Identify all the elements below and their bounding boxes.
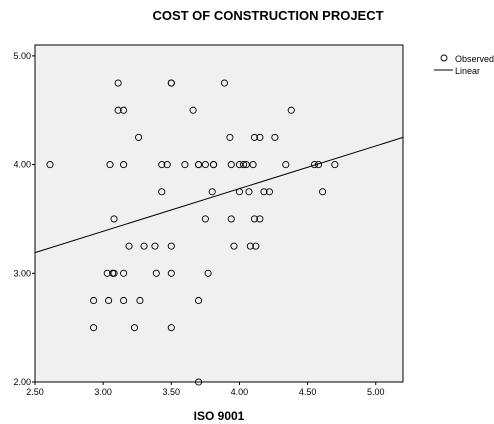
data-point: [250, 133, 258, 141]
x-axis-title: ISO 9001: [194, 409, 245, 423]
data-point: [220, 79, 229, 87]
data-point: [195, 296, 203, 305]
legend-observed-label: Observed: [455, 54, 494, 64]
data-point: [282, 161, 290, 169]
legend-observed-marker: [440, 54, 448, 62]
data-point: [110, 269, 118, 277]
y-tick-label: 3.00: [13, 268, 31, 278]
data-point: [239, 161, 248, 169]
data-point: [130, 324, 139, 332]
data-point: [250, 215, 258, 223]
data-point: [90, 296, 98, 305]
data-point: [201, 215, 209, 223]
data-point: [201, 161, 209, 169]
plot-area: [34, 44, 404, 383]
regression-line: [34, 136, 404, 254]
chart-title: COST OF CONSTRUCTION PROJECT: [152, 8, 383, 23]
data-point: [136, 296, 144, 305]
data-point: [245, 188, 253, 196]
data-point: [230, 242, 238, 250]
regression-line-group: [34, 136, 404, 254]
y-tick-label: 2.00: [13, 377, 31, 387]
data-point: [314, 161, 323, 169]
data-point: [90, 324, 98, 332]
data-point: [106, 161, 114, 169]
y-tick-label: 5.00: [13, 51, 31, 61]
data-point: [114, 79, 122, 87]
data-point: [158, 188, 166, 196]
data-point: [158, 161, 166, 169]
data-point: [265, 188, 273, 196]
data-point: [167, 242, 175, 250]
data-point: [167, 79, 175, 87]
data-point: [319, 188, 327, 196]
data-point: [226, 133, 234, 141]
data-point: [46, 161, 54, 169]
data-point: [152, 269, 160, 277]
y-axis: 2.00 3.00 4.00 5.00: [13, 51, 35, 387]
x-tick-label: 2.50: [26, 387, 44, 397]
data-point: [331, 161, 339, 169]
data-point: [125, 242, 133, 250]
x-axis: 2.50 3.00 3.50 4.00 4.50 5.00: [26, 382, 385, 397]
data-point: [256, 215, 264, 223]
data-point: [195, 161, 203, 169]
data-point: [252, 242, 260, 250]
x-tick-label: 3.50: [163, 387, 181, 397]
data-point: [227, 161, 235, 169]
data-points-group: [46, 79, 339, 386]
data-point: [204, 269, 212, 277]
data-point: [103, 269, 111, 277]
data-point: [163, 161, 171, 169]
data-point: [181, 161, 189, 169]
x-tick-label: 5.00: [367, 387, 385, 397]
data-point: [120, 161, 128, 169]
data-point: [140, 242, 148, 250]
data-point: [246, 242, 254, 250]
data-point: [105, 296, 113, 305]
data-point: [235, 188, 243, 196]
y-tick-label: 4.00: [13, 160, 31, 170]
data-point: [110, 215, 118, 223]
data-point: [227, 215, 235, 223]
data-point: [249, 161, 257, 169]
data-point: [271, 133, 279, 141]
data-point: [135, 133, 143, 141]
x-tick-label: 4.50: [299, 387, 317, 397]
data-point: [120, 106, 128, 114]
data-point: [151, 242, 159, 250]
data-point: [208, 188, 216, 196]
data-point: [287, 106, 295, 114]
data-point: [120, 269, 128, 277]
legend-linear-label: Linear: [455, 66, 480, 76]
data-point: [235, 161, 243, 169]
data-point: [189, 106, 197, 114]
data-point: [242, 161, 250, 169]
data-point: [209, 161, 218, 169]
data-point: [310, 161, 318, 169]
data-point: [167, 324, 175, 332]
data-point: [260, 188, 268, 196]
data-point: [114, 106, 122, 114]
data-point: [120, 296, 128, 305]
x-tick-label: 4.00: [231, 387, 249, 397]
x-tick-label: 3.00: [94, 387, 112, 397]
legend: Observed Linear: [434, 54, 494, 76]
data-point: [167, 269, 175, 277]
data-point: [256, 133, 264, 141]
data-point: [195, 378, 203, 386]
